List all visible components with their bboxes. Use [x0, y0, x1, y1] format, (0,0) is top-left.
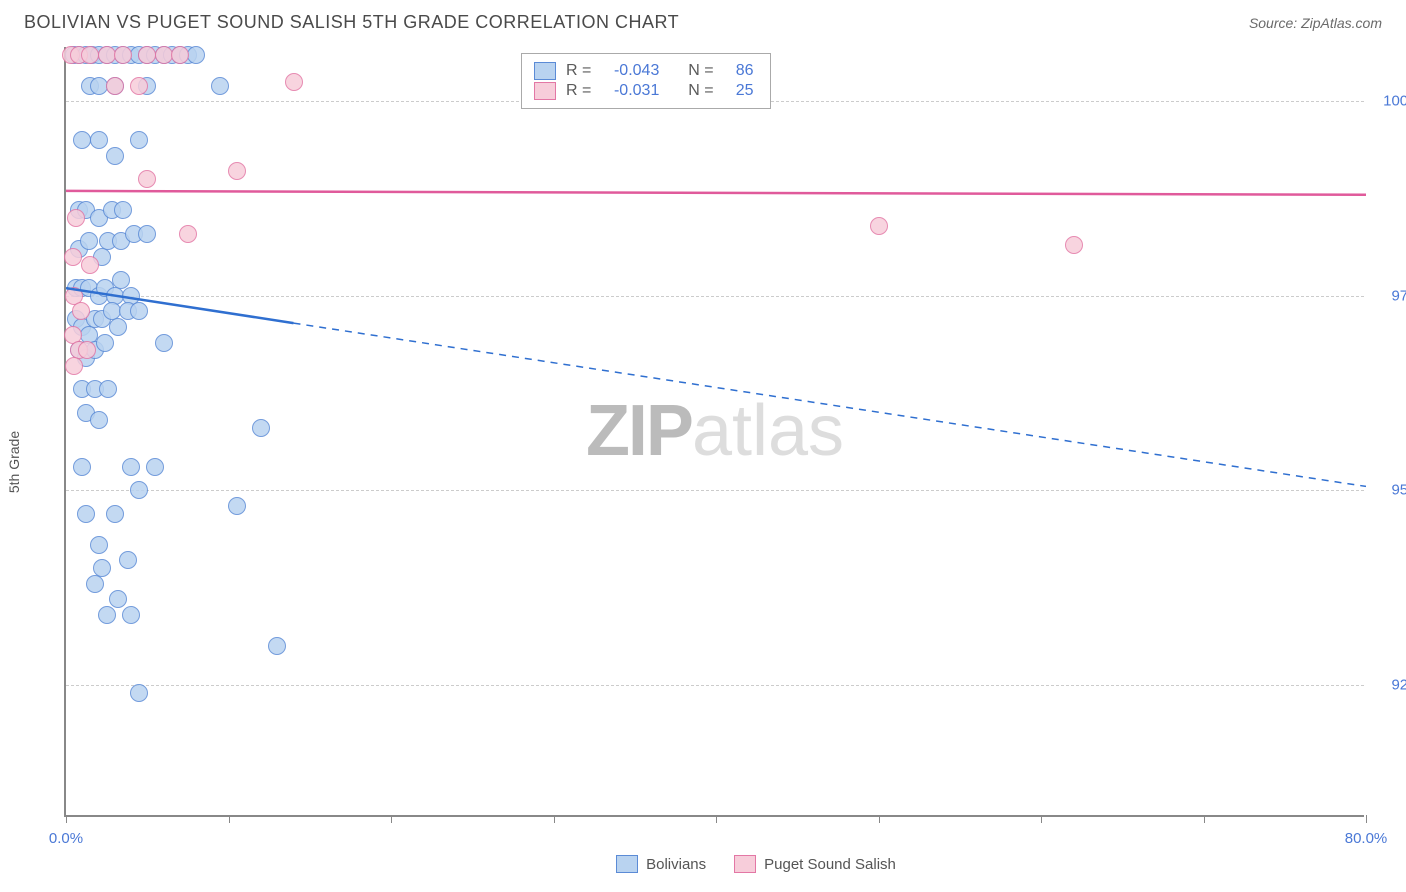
- stats-row: R = -0.031 N = 25: [534, 82, 754, 100]
- chart-title: BOLIVIAN VS PUGET SOUND SALISH 5TH GRADE…: [24, 12, 679, 33]
- series1-point: [98, 606, 116, 624]
- legend-item: Puget Sound Salish: [734, 855, 896, 873]
- stats-r-value: -0.043: [601, 62, 659, 80]
- grid-line: [66, 685, 1364, 686]
- series1-point: [99, 380, 117, 398]
- series1-point: [211, 77, 229, 95]
- x-tick-label: 0.0%: [49, 830, 83, 847]
- series2-point: [114, 46, 132, 64]
- series1-point: [109, 590, 127, 608]
- stats-n-value: 25: [724, 82, 754, 100]
- series1-point: [138, 225, 156, 243]
- stats-row: R = -0.043 N = 86: [534, 62, 754, 80]
- legend-label: Bolivians: [646, 856, 706, 873]
- series1-point: [106, 505, 124, 523]
- series2-point: [130, 77, 148, 95]
- stats-n-label: N =: [688, 82, 713, 100]
- series1-point: [122, 458, 140, 476]
- watermark-zip: ZIP: [586, 391, 692, 471]
- y-tick-label: 100.0%: [1374, 93, 1406, 110]
- legend-item: Bolivians: [616, 855, 706, 873]
- stats-box: R = -0.043 N = 86 R = -0.031 N = 25: [521, 53, 771, 109]
- series2-point: [138, 170, 156, 188]
- series1-point: [73, 458, 91, 476]
- stats-swatch: [534, 82, 556, 100]
- plot-area: ZIPatlas 100.0%97.5%95.0%92.5%0.0%80.0%R…: [64, 47, 1364, 817]
- legend-swatch: [616, 855, 638, 873]
- y-tick-label: 97.5%: [1374, 287, 1406, 304]
- series1-point: [130, 131, 148, 149]
- series1-point: [130, 481, 148, 499]
- series2-point: [179, 225, 197, 243]
- legend-label: Puget Sound Salish: [764, 856, 896, 873]
- series1-point: [155, 334, 173, 352]
- series2-point: [67, 209, 85, 227]
- series1-point: [130, 302, 148, 320]
- footer-legend: Bolivians Puget Sound Salish: [106, 815, 1406, 873]
- series1-point: [119, 551, 137, 569]
- series1-point: [252, 419, 270, 437]
- y-tick-label: 95.0%: [1374, 482, 1406, 499]
- series1-point: [130, 684, 148, 702]
- series2-point: [106, 77, 124, 95]
- stats-r-value: -0.031: [601, 82, 659, 100]
- series2-point: [870, 217, 888, 235]
- chart-header: BOLIVIAN VS PUGET SOUND SALISH 5TH GRADE…: [0, 0, 1406, 41]
- series1-point: [109, 318, 127, 336]
- stats-swatch: [534, 62, 556, 80]
- series1-point: [77, 505, 95, 523]
- series2-point: [228, 162, 246, 180]
- stats-n-value: 86: [724, 62, 754, 80]
- series1-point: [187, 46, 205, 64]
- stats-r-label: R =: [566, 62, 591, 80]
- x-tick: [66, 815, 67, 823]
- series2-point: [285, 73, 303, 91]
- legend-swatch: [734, 855, 756, 873]
- chart-container: 5th Grade ZIPatlas 100.0%97.5%95.0%92.5%…: [24, 47, 1364, 877]
- series1-point: [146, 458, 164, 476]
- series1-point: [114, 201, 132, 219]
- series2-point: [65, 357, 83, 375]
- series1-point: [90, 411, 108, 429]
- grid-line: [66, 296, 1364, 297]
- stats-r-label: R =: [566, 82, 591, 100]
- series2-point: [78, 341, 96, 359]
- watermark: ZIPatlas: [586, 390, 844, 472]
- series2-point: [171, 46, 189, 64]
- series2-point: [64, 248, 82, 266]
- stats-n-label: N =: [688, 62, 713, 80]
- y-tick-label: 92.5%: [1374, 676, 1406, 693]
- series1-point: [268, 637, 286, 655]
- series2-point: [72, 302, 90, 320]
- series1-point: [106, 147, 124, 165]
- series1-point: [90, 536, 108, 554]
- series2-point: [81, 256, 99, 274]
- y-axis-label: 5th Grade: [6, 431, 22, 493]
- series1-point: [228, 497, 246, 515]
- series1-point: [80, 232, 98, 250]
- grid-line: [66, 490, 1364, 491]
- series1-point: [96, 334, 114, 352]
- series1-point: [86, 575, 104, 593]
- series1-point: [122, 606, 140, 624]
- series1-point: [90, 131, 108, 149]
- watermark-atlas: atlas: [692, 391, 844, 471]
- series2-point: [1065, 236, 1083, 254]
- source-label: Source: ZipAtlas.com: [1249, 15, 1382, 31]
